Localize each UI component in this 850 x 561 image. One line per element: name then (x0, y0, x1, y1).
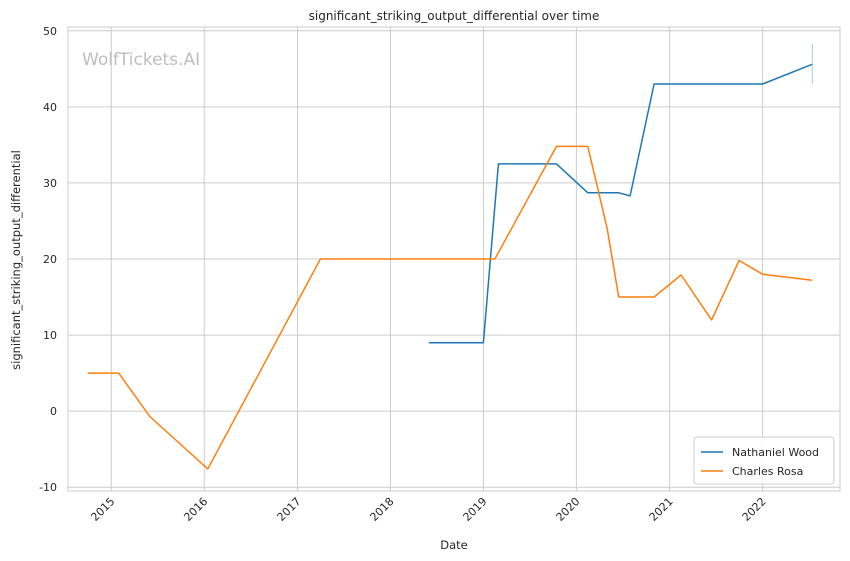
x-tick-label: 2020 (554, 495, 583, 524)
x-tick-label: 2015 (88, 495, 117, 524)
legend-box (693, 436, 835, 485)
gridlines (68, 27, 840, 491)
x-tick-label: 2019 (461, 495, 490, 524)
y-tick-label: -10 (39, 481, 57, 494)
x-axis-label: Date (440, 538, 468, 552)
y-tick-label: 30 (43, 177, 57, 190)
y-tick-label: 50 (43, 25, 57, 38)
watermark: WolfTickets.AI (82, 50, 200, 70)
series-lines (87, 43, 813, 470)
x-tick-label: 2018 (368, 495, 397, 524)
x-tick-label: 2021 (647, 495, 676, 524)
y-axis-label: significant_striking_output_differential (9, 150, 23, 370)
legend-label-nathaniel-wood: Nathaniel Wood (732, 446, 819, 459)
legend: Nathaniel Wood Charles Rosa (693, 436, 835, 485)
y-tick-label: 0 (50, 405, 57, 418)
series-line-charles-rosa (87, 145, 813, 470)
chart-title: significant_striking_output_differential… (309, 9, 600, 23)
y-tick-label: 40 (43, 101, 57, 114)
y-tick-label: 20 (43, 253, 57, 266)
y-axis-ticks: -10 0 10 20 30 40 50 (39, 25, 57, 494)
x-tick-label: 2022 (740, 495, 769, 524)
plot-frame (67, 26, 841, 492)
y-tick-label: 10 (43, 329, 57, 342)
series-line-nathaniel-wood (428, 63, 813, 344)
x-axis-ticks: 2015 2016 2017 2018 2019 2020 2021 2022 (88, 495, 768, 524)
x-tick-label: 2016 (181, 495, 210, 524)
legend-label-charles-rosa: Charles Rosa (732, 465, 803, 478)
x-tick-label: 2017 (275, 495, 304, 524)
